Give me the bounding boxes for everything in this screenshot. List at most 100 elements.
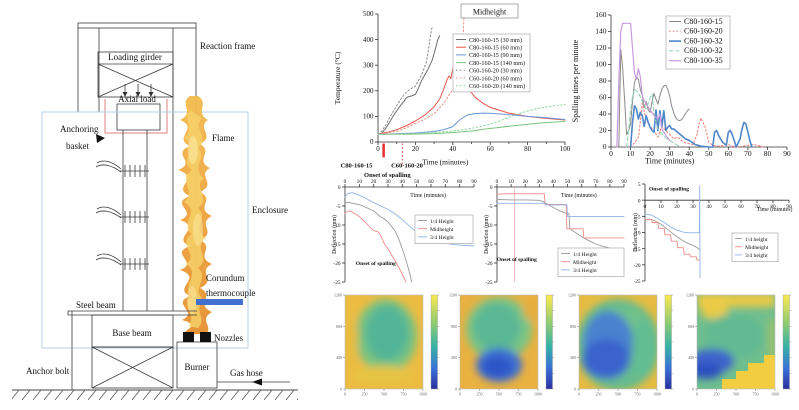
svg-text:60: 60	[487, 145, 495, 153]
svg-text:400: 400	[570, 355, 576, 360]
enclosure-outline	[41, 111, 249, 349]
svg-text:750: 750	[753, 392, 759, 397]
svg-text:Deflection (mm): Deflection (mm)	[331, 215, 338, 254]
svg-text:40: 40	[551, 179, 557, 185]
svg-text:100: 100	[363, 113, 374, 121]
svg-text:Time (minutes): Time (minutes)	[757, 206, 793, 213]
svg-text:50: 50	[705, 149, 713, 158]
svg-text:Onset of spalling: Onset of spalling	[364, 172, 411, 178]
label-basket: basket	[66, 141, 89, 151]
svg-text:C60-160-32: C60-160-32	[684, 36, 723, 45]
svg-text:90: 90	[786, 204, 792, 210]
svg-text:70: 70	[754, 204, 760, 210]
svg-text:Time (minutes): Time (minutes)	[561, 192, 597, 199]
svg-text:0: 0	[370, 138, 374, 146]
colorbar	[782, 294, 790, 390]
base-beam-structure	[91, 314, 174, 389]
svg-text:Time (minutes): Time (minutes)	[422, 158, 469, 167]
label-nozzles: Nozzles	[214, 333, 243, 343]
gas-hose-line	[217, 378, 290, 386]
svg-text:5: 5	[638, 182, 641, 188]
svg-text:40: 40	[400, 179, 406, 185]
svg-text:C80-160-15 (30 mm): C80-160-15 (30 mm)	[469, 37, 522, 44]
svg-text:20: 20	[646, 149, 654, 158]
label-burner: Burner	[185, 362, 210, 372]
svg-text:80: 80	[764, 149, 772, 158]
label-anchoring: Anchoring	[60, 124, 99, 134]
svg-text:80: 80	[524, 145, 532, 153]
svg-text:-10: -10	[333, 223, 340, 229]
svg-text:Midheight: Midheight	[745, 245, 769, 251]
svg-text:20: 20	[412, 145, 420, 153]
svg-text:300: 300	[363, 61, 374, 69]
anchoring-basket-outline	[104, 99, 168, 134]
basket-pointer-icon	[96, 134, 105, 143]
label-corundum: Corundum	[206, 273, 245, 283]
svg-text:1200: 1200	[686, 293, 694, 298]
svg-text:1000: 1000	[653, 392, 661, 397]
svg-text:20: 20	[674, 204, 680, 210]
svg-text:40: 40	[706, 204, 712, 210]
svg-text:0: 0	[496, 179, 499, 185]
svg-text:-25: -25	[633, 279, 640, 285]
svg-text:C60-100-32: C60-100-32	[684, 46, 723, 55]
svg-text:C80-100-35: C80-100-35	[684, 56, 723, 65]
axial-load-arrows	[122, 84, 154, 97]
svg-text:140: 140	[595, 27, 607, 36]
svg-text:70: 70	[593, 179, 599, 185]
svg-text:20: 20	[599, 126, 607, 135]
reaction-frame-structure	[77, 22, 197, 311]
svg-text:50: 50	[722, 204, 728, 210]
svg-text:3/4 Height: 3/4 Height	[573, 268, 597, 274]
svg-text:50: 50	[565, 179, 571, 185]
nozzle-right	[200, 332, 211, 342]
svg-text:0: 0	[574, 387, 576, 392]
svg-text:-25: -25	[333, 280, 340, 286]
svg-text:0: 0	[609, 149, 613, 158]
svg-text:0: 0	[644, 204, 647, 210]
ground-hatching	[12, 389, 298, 400]
svg-text:Deflection (mm): Deflection (mm)	[483, 215, 490, 254]
svg-text:10: 10	[658, 204, 664, 210]
svg-text:Time (minutes): Time (minutes)	[645, 157, 695, 166]
svg-text:200: 200	[363, 87, 374, 95]
svg-text:40: 40	[599, 109, 607, 118]
svg-text:30: 30	[666, 149, 674, 158]
svg-text:C60-160-20: C60-160-20	[684, 27, 723, 36]
label-anchor-bolt: Anchor bolt	[26, 366, 70, 376]
label-steel-beam: Steel beam	[76, 300, 116, 310]
deflection-chart-1: 0 10 20 30 40 50 60 70 80 90 0 -5 -10 -15 -20 -25 Time (…	[331, 179, 477, 286]
svg-text:90: 90	[471, 179, 477, 185]
svg-text:30: 30	[690, 204, 696, 210]
svg-text:Time (minutes): Time (minutes)	[410, 192, 446, 199]
svg-text:80: 80	[607, 179, 613, 185]
svg-text:Spalling times per minute: Spalling times per minute	[571, 39, 580, 122]
svg-text:60: 60	[599, 93, 607, 102]
svg-text:C80-160-15: C80-160-15	[341, 163, 374, 170]
svg-text:1000: 1000	[534, 392, 542, 397]
svg-text:Deflection (mm): Deflection (mm)	[632, 213, 639, 252]
svg-text:Temperature (°C): Temperature (°C)	[333, 51, 342, 104]
svg-text:C60-160-20 (60 mm): C60-160-20 (60 mm)	[469, 75, 522, 82]
svg-text:Midheight: Midheight	[430, 227, 454, 233]
svg-text:-10: -10	[485, 223, 492, 229]
svg-text:1200: 1200	[449, 293, 457, 298]
svg-text:0: 0	[692, 387, 694, 392]
svg-text:0: 0	[455, 387, 457, 392]
svg-text:40: 40	[449, 145, 457, 153]
steel-beam-structure	[67, 310, 197, 316]
svg-text:20: 20	[371, 179, 377, 185]
svg-text:1000: 1000	[419, 392, 427, 397]
svg-text:Midheight: Midheight	[473, 8, 507, 17]
svg-text:800: 800	[336, 324, 342, 329]
svg-text:-25: -25	[485, 280, 492, 286]
svg-text:C80-160-15: C80-160-15	[684, 17, 723, 26]
svg-text:500: 500	[363, 10, 374, 18]
svg-text:800: 800	[570, 324, 576, 329]
svg-text:90: 90	[621, 179, 627, 185]
svg-text:-15: -15	[333, 242, 340, 248]
svg-text:500: 500	[733, 392, 739, 397]
svg-text:750: 750	[401, 392, 407, 397]
svg-text:20: 20	[523, 179, 529, 185]
label-axial-load: Axial load	[118, 94, 156, 104]
